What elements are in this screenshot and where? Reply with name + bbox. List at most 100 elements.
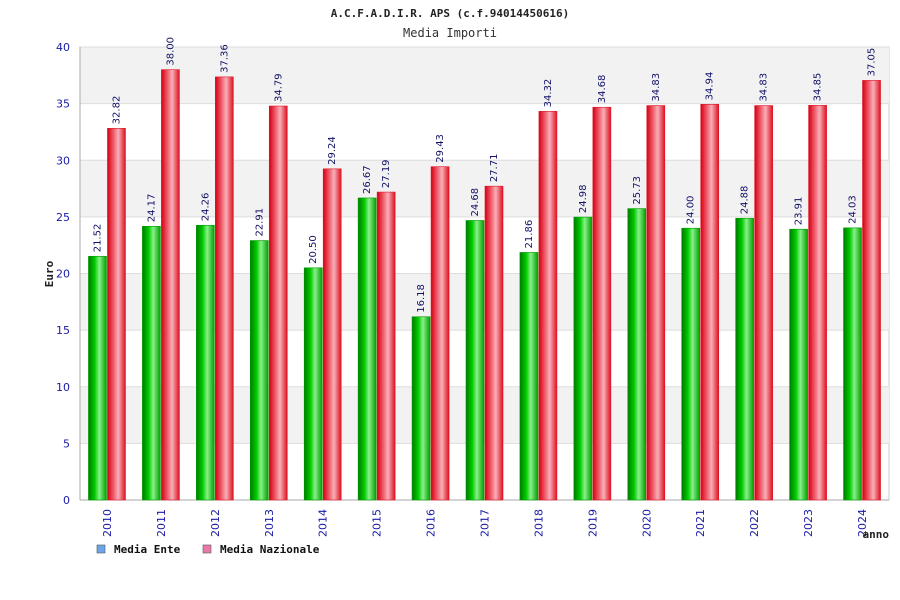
data-label: 24.68 — [470, 188, 481, 217]
grid-band — [80, 160, 889, 217]
bar-nazionale-2020 — [646, 105, 666, 501]
bar-nazionale-2019 — [592, 106, 612, 501]
data-label: 34.83 — [759, 73, 770, 102]
y-tick-label: 20 — [56, 268, 70, 281]
grid-band — [80, 273, 889, 331]
x-tick-label: 2023 — [802, 509, 815, 537]
data-label: 29.24 — [327, 136, 338, 165]
data-label: 21.52 — [92, 224, 103, 253]
bar-ente-2021 — [681, 227, 701, 501]
y-tick-label: 15 — [56, 324, 70, 337]
data-label: 24.98 — [578, 184, 589, 213]
gridlines — [79, 46, 889, 501]
bar-ente-2023 — [789, 228, 808, 501]
x-tick-label: 2013 — [263, 509, 276, 537]
bar-nazionale-2022 — [754, 105, 773, 501]
bar-ente-2011 — [142, 225, 161, 501]
bar-ente-2016 — [411, 316, 431, 501]
bar-ente-2017 — [465, 220, 485, 501]
x-tick-label: 2010 — [101, 509, 114, 537]
bar-nazionale-2015 — [376, 191, 396, 501]
bar-ente-2024 — [843, 227, 862, 501]
legend-swatch — [96, 544, 106, 554]
data-label: 29.43 — [435, 134, 446, 163]
data-label: 34.32 — [543, 79, 554, 108]
y-tick-label: 35 — [56, 98, 70, 111]
x-axis-ticks: 2010 2011 2012 2013 2014 2015 2016 2017 2018 2019… — [101, 509, 869, 537]
x-tick-label: 2018 — [532, 509, 545, 537]
grid-band — [80, 47, 889, 104]
legend-label: Media Ente — [114, 543, 181, 556]
data-label: 20.50 — [308, 235, 319, 264]
y-tick-label: 25 — [56, 211, 70, 224]
data-label: 27.19 — [381, 159, 392, 188]
x-tick-label: 2024 — [856, 509, 869, 537]
bar-nazionale-2012 — [215, 76, 234, 501]
data-label: 32.82 — [111, 96, 122, 125]
chart-subtitle: Media Importi — [403, 26, 497, 40]
grid-band — [80, 386, 889, 444]
data-label: 24.03 — [848, 195, 859, 224]
legend-swatch — [202, 544, 212, 554]
data-label: 34.83 — [651, 73, 662, 102]
data-label: 34.68 — [597, 75, 608, 104]
x-tick-label: 2022 — [748, 509, 761, 537]
y-tick-label: 40 — [56, 41, 70, 54]
data-label: 24.17 — [146, 194, 157, 223]
data-label: 24.00 — [686, 196, 697, 225]
x-tick-label: 2017 — [479, 509, 492, 537]
x-tick-label: 2015 — [371, 509, 384, 537]
x-tick-label: 2011 — [155, 509, 168, 537]
y-tick-label: 0 — [63, 494, 70, 507]
y-axis-label: Euro — [43, 260, 56, 287]
bar-nazionale-2021 — [700, 104, 720, 501]
bar-ente-2013 — [249, 240, 269, 501]
x-tick-label: 2016 — [425, 509, 438, 537]
y-tick-label: 5 — [63, 437, 70, 450]
bar-ente-2010 — [88, 255, 107, 501]
bar-ente-2015 — [357, 197, 377, 501]
legend: Media Ente Media Nazionale — [96, 543, 320, 556]
x-tick-label: 2012 — [209, 509, 222, 537]
bar-nazionale-2016 — [430, 166, 450, 501]
bar-ente-2014 — [303, 267, 323, 501]
data-label: 37.36 — [219, 44, 230, 73]
data-label: 27.71 — [489, 154, 500, 183]
bars-group — [88, 69, 881, 501]
data-label: 23.91 — [794, 197, 805, 226]
data-label: 25.73 — [632, 176, 643, 205]
legend-label: Media Nazionale — [220, 543, 320, 556]
x-tick-label: 2019 — [586, 509, 599, 537]
data-label: 24.26 — [200, 193, 211, 222]
data-label: 26.67 — [362, 165, 373, 194]
data-labels-group: 21.52 32.82 24.17 38.00 24.26 37.36 22.91 34.79… — [92, 37, 877, 313]
bar-nazionale-2011 — [161, 69, 180, 501]
data-label: 16.18 — [416, 284, 427, 313]
x-tick-label: 2020 — [640, 509, 653, 537]
bar-nazionale-2017 — [484, 185, 504, 501]
bar-nazionale-2018 — [538, 111, 558, 501]
bar-ente-2012 — [196, 224, 215, 501]
data-label: 24.88 — [740, 186, 751, 215]
data-label: 37.05 — [867, 48, 878, 77]
bar-ente-2019 — [573, 216, 593, 501]
bar-nazionale-2023 — [808, 105, 827, 501]
bar-nazionale-2014 — [322, 168, 342, 501]
bar-nazionale-2013 — [268, 105, 288, 501]
data-label: 34.79 — [273, 73, 284, 102]
bar-ente-2022 — [735, 217, 754, 501]
y-axis-ticks: 0 5 10 15 20 25 30 35 40 — [56, 41, 70, 507]
data-label: 38.00 — [165, 37, 176, 66]
bar-ente-2018 — [519, 252, 539, 501]
data-label: 22.91 — [254, 208, 265, 237]
bar-ente-2020 — [627, 208, 647, 501]
data-label: 21.86 — [524, 220, 535, 249]
y-tick-label: 30 — [56, 154, 70, 167]
y-tick-label: 10 — [56, 381, 70, 394]
bar-nazionale-2010 — [107, 128, 126, 501]
bar-nazionale-2024 — [862, 80, 881, 501]
x-tick-label: 2014 — [317, 509, 330, 537]
chart-title: A.C.F.A.D.I.R. APS (c.f.94014450616) — [331, 7, 569, 20]
x-axis-label: anno — [863, 528, 890, 541]
